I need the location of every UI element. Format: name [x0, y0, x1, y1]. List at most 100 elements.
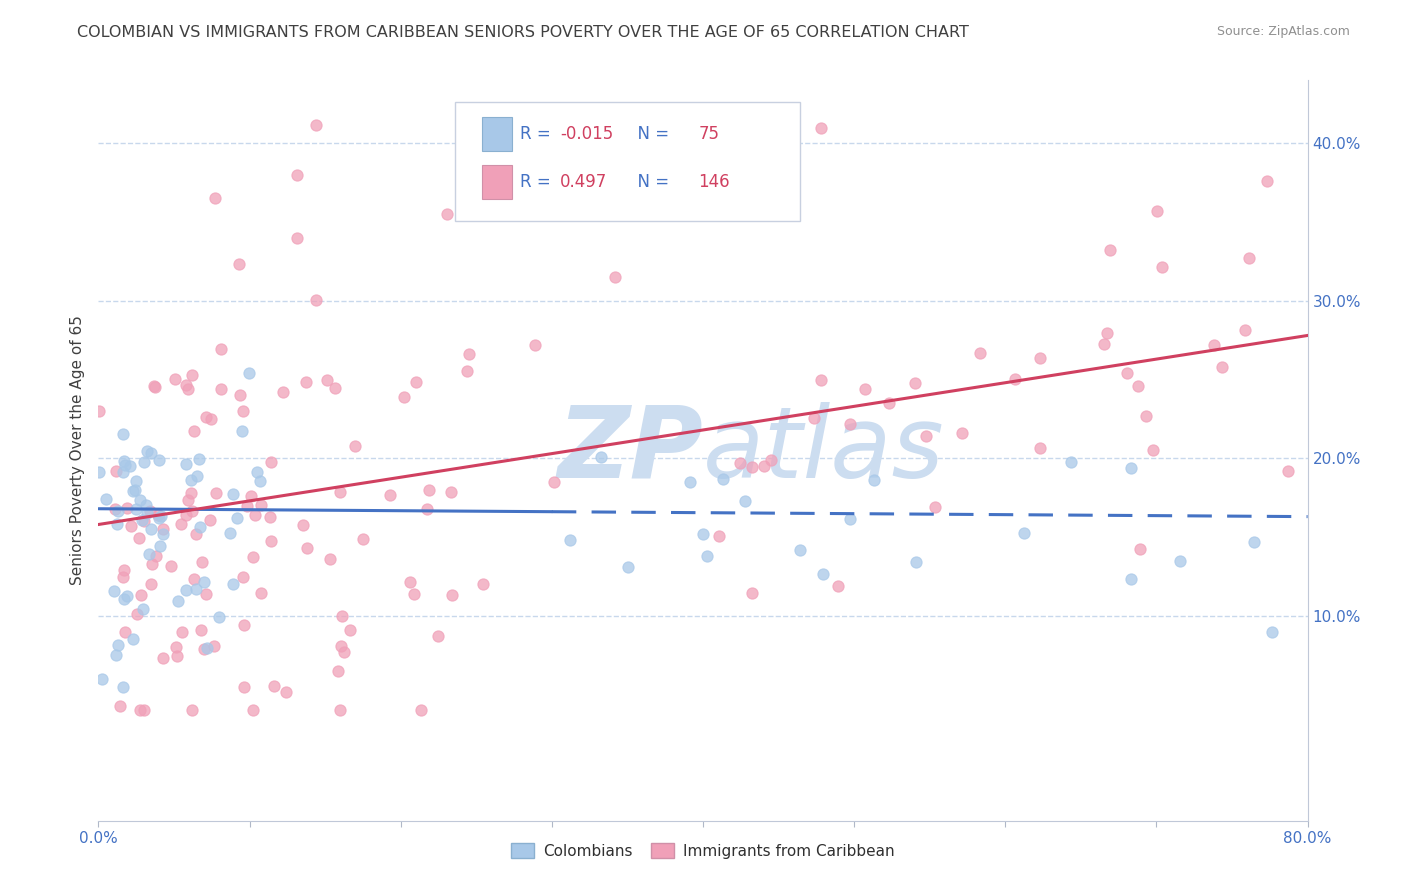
Point — [209, 383, 232, 397]
Point — [810, 373, 832, 387]
Point — [204, 191, 226, 205]
Point — [246, 465, 269, 479]
Point — [134, 455, 156, 469]
Point — [148, 453, 170, 467]
Point — [274, 685, 297, 699]
Point — [222, 487, 245, 501]
Point — [416, 501, 439, 516]
Point — [170, 516, 193, 531]
Point — [188, 452, 211, 467]
Point — [165, 371, 187, 385]
Point — [471, 577, 494, 591]
Point — [1204, 338, 1226, 352]
Point — [1029, 351, 1052, 365]
Point — [950, 425, 973, 440]
Point — [813, 567, 835, 582]
Point — [292, 517, 315, 532]
Point — [136, 507, 159, 521]
Text: Source: ZipAtlas.com: Source: ZipAtlas.com — [1216, 25, 1350, 38]
Point — [222, 576, 245, 591]
Point — [1150, 260, 1173, 274]
Text: 75: 75 — [699, 126, 718, 144]
Point — [186, 582, 208, 597]
Point — [165, 640, 187, 655]
Point — [195, 410, 218, 425]
Point — [236, 499, 259, 513]
Point — [176, 377, 198, 392]
Point — [239, 489, 262, 503]
Point — [1121, 460, 1143, 475]
Point — [1095, 326, 1118, 340]
Point — [111, 569, 134, 583]
Text: -0.015: -0.015 — [561, 126, 613, 144]
Point — [330, 608, 353, 623]
Point — [124, 483, 146, 497]
Point — [229, 387, 252, 401]
Text: 146: 146 — [699, 173, 730, 192]
Point — [115, 589, 138, 603]
Point — [560, 533, 582, 547]
Point — [148, 511, 170, 525]
Point — [129, 588, 152, 602]
Point — [339, 623, 361, 637]
Point — [176, 382, 198, 396]
Point — [141, 558, 163, 572]
Point — [139, 577, 162, 591]
Point — [181, 703, 204, 717]
Point — [111, 680, 134, 694]
Point — [305, 293, 328, 307]
Point — [259, 510, 281, 524]
Point — [136, 443, 159, 458]
Point — [263, 679, 285, 693]
Point — [226, 511, 249, 525]
Point — [1256, 173, 1278, 187]
Text: ZP: ZP — [557, 402, 703, 499]
Point — [172, 625, 194, 640]
Point — [969, 346, 991, 360]
Point — [319, 552, 342, 566]
Point — [112, 591, 135, 606]
Point — [838, 512, 860, 526]
Point — [198, 512, 221, 526]
Point — [330, 640, 353, 654]
Point — [186, 468, 208, 483]
Point — [139, 504, 162, 518]
Point — [759, 452, 782, 467]
Point — [1004, 372, 1026, 386]
Point — [394, 391, 416, 405]
Point — [458, 347, 481, 361]
Point — [405, 375, 427, 389]
Bar — [482, 118, 512, 151]
Point — [152, 650, 174, 665]
Point — [231, 424, 253, 438]
Bar — [482, 165, 512, 199]
Point — [352, 533, 374, 547]
Point — [713, 472, 735, 486]
Point — [107, 504, 129, 518]
Point — [603, 269, 626, 284]
Point — [186, 527, 208, 541]
Point — [107, 638, 129, 652]
Point — [329, 485, 352, 500]
Point — [1060, 455, 1083, 469]
Point — [1277, 464, 1299, 478]
Point — [183, 573, 205, 587]
Point — [194, 587, 217, 601]
Point — [915, 429, 938, 443]
Text: R =: R = — [520, 126, 557, 144]
Point — [1211, 360, 1233, 375]
Point — [1237, 252, 1260, 266]
Point — [232, 404, 254, 418]
Point — [125, 474, 148, 488]
Point — [131, 513, 153, 527]
Point — [1129, 542, 1152, 557]
Point — [326, 664, 349, 678]
Point — [1146, 203, 1168, 218]
Point — [232, 680, 254, 694]
Point — [143, 380, 166, 394]
Point — [180, 473, 202, 487]
Point — [166, 649, 188, 664]
Point — [1168, 554, 1191, 568]
Point — [238, 366, 260, 380]
Point — [103, 583, 125, 598]
